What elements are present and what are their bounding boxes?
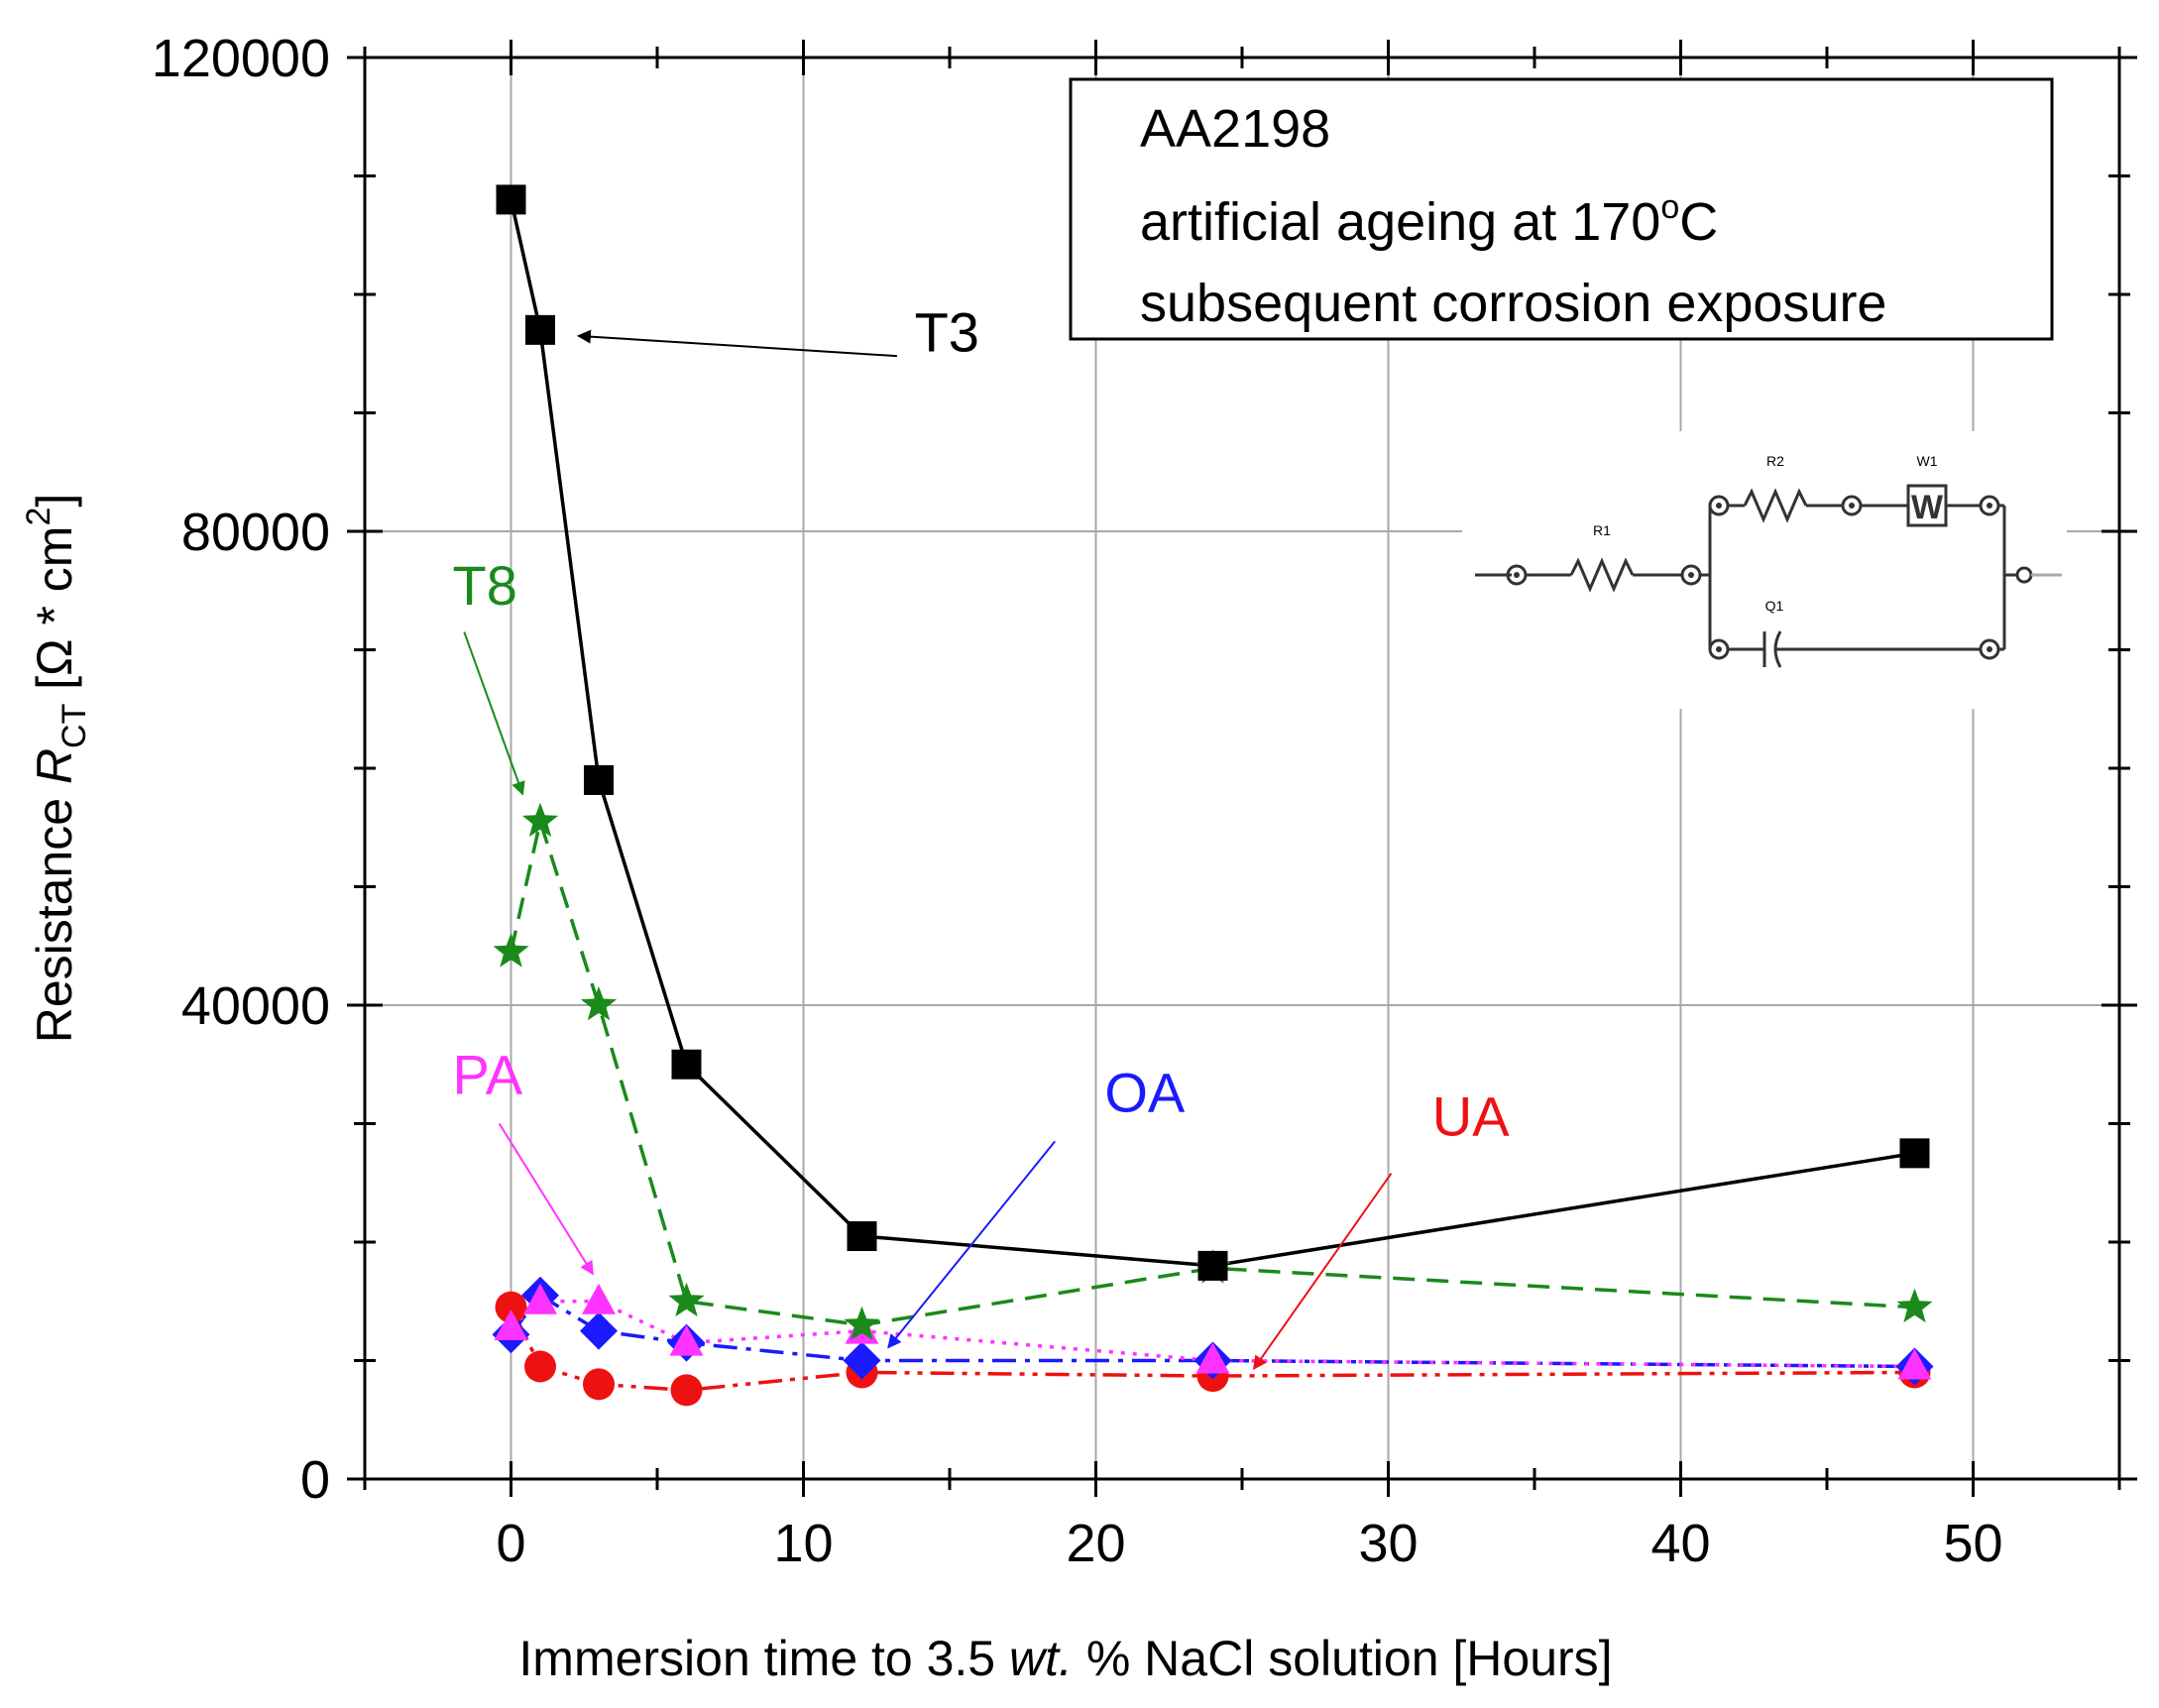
marker-oa (580, 1311, 618, 1350)
annotation-arrows (463, 329, 1393, 1371)
x-tick-label: 0 (496, 1514, 525, 1573)
resistor-r2-icon (1743, 488, 1808, 523)
annotation-label-oa: OA (1104, 1062, 1186, 1124)
circuit-node-dot (1716, 503, 1722, 509)
marker-t8 (668, 1282, 705, 1317)
equivalent-circuit-inset: R1 R2 W1 Q1 W (1462, 431, 2067, 709)
marker-pa (1195, 1342, 1230, 1374)
annotation-label-pa: PA (453, 1044, 523, 1106)
annotation-arrow-oa (887, 1140, 1056, 1349)
circuit-node-dot (1987, 503, 1992, 509)
y-axis-title: Resistance RCT [Ω * cm2] (20, 494, 93, 1044)
annotation-label-t3: T3 (915, 300, 979, 363)
marker-t3 (1197, 1250, 1228, 1281)
annotation-arrow-t3 (576, 329, 897, 358)
degree-symbol: o (1660, 188, 1679, 226)
x-tick-label: 40 (1650, 1514, 1710, 1573)
marker-t3 (525, 314, 555, 345)
series-lines (509, 199, 1915, 1393)
y-axis-title-close: ] (27, 494, 82, 508)
circuit-node-dot (1716, 646, 1722, 652)
x-axis-title-suffix: % NaCl solution [Hours] (1073, 1631, 1613, 1686)
y-tick-label: 40000 (181, 976, 330, 1036)
marker-pa (582, 1283, 616, 1314)
y-axis-title-superscript: 2 (20, 508, 57, 526)
marker-t8 (844, 1306, 880, 1340)
circuit-label-w1: W1 (1917, 453, 1938, 469)
marker-pa (1897, 1348, 1932, 1380)
marker-ua (670, 1374, 703, 1407)
annotation-arrow-t8 (463, 631, 525, 796)
axis-tick-labels: 0 10 20 30 40 50 0 40000 80000 120000 (152, 29, 2003, 1573)
annotation-labels: T3 T8 PA OA UA (453, 300, 1511, 1147)
x-axis-title-italic: wt. (1009, 1631, 1073, 1686)
info-box-frame (1069, 77, 2054, 341)
marker-ua (524, 1350, 556, 1383)
y-tick-label: 80000 (181, 503, 330, 562)
marker-t8 (580, 986, 618, 1021)
marker-ua (583, 1368, 615, 1401)
resistor-r1-icon (1569, 557, 1635, 593)
marker-t3 (847, 1221, 877, 1252)
y-axis-title-unit: [Ω * cm (27, 526, 82, 704)
circuit-label-r1: R1 (1593, 522, 1611, 538)
marker-pa (523, 1283, 557, 1314)
x-tick-label: 20 (1066, 1514, 1125, 1573)
marker-t3 (496, 184, 526, 215)
annotation-label-ua: UA (1432, 1084, 1510, 1147)
info-box-line-1: AA2198 (1140, 99, 1330, 159)
circuit-label-r2: R2 (1766, 453, 1784, 469)
x-tick-label: 50 (1943, 1514, 2002, 1573)
y-tick-label: 120000 (152, 29, 330, 88)
marker-pa (669, 1324, 704, 1356)
axis-ticks (347, 40, 2137, 1497)
circuit-label-q1: Q1 (1765, 598, 1784, 614)
annotation-arrow-pa (498, 1122, 594, 1276)
circuit-node-dot (1688, 572, 1694, 578)
y-axis-title-prefix: Resistance (27, 784, 82, 1043)
x-tick-label: 10 (773, 1514, 833, 1573)
warburg-symbol: W (1911, 489, 1944, 526)
marker-t8 (493, 933, 529, 968)
info-box-line-2-text: artificial ageing at 170 (1140, 192, 1660, 252)
marker-t3 (1899, 1138, 1930, 1169)
circuit-node-dot (1514, 572, 1520, 578)
marker-t8 (521, 802, 559, 838)
circuit-node-dot (1987, 646, 1992, 652)
info-box-line-2: artificial ageing at 170oC (1140, 188, 1718, 252)
marker-t8 (1896, 1288, 1933, 1323)
info-box-line-3: subsequent corrosion exposure (1140, 274, 1886, 333)
marker-t3 (584, 764, 614, 795)
y-tick-label: 0 (300, 1450, 330, 1510)
info-box-line-2-unit: C (1679, 192, 1718, 252)
data-markers (492, 184, 1934, 1407)
marker-pa (494, 1309, 528, 1341)
x-tick-label: 30 (1358, 1514, 1418, 1573)
y-axis-title-subscript: CT (56, 704, 93, 748)
info-legend-box: AA2198 artificial ageing at 170oC subseq… (1069, 77, 2054, 341)
series-line-t3 (509, 199, 1915, 1268)
circuit-node-dot (1849, 503, 1855, 509)
x-axis-title: Immersion time to 3.5 wt. % NaCl solutio… (518, 1631, 1612, 1686)
y-axis-title-symbol: R (27, 748, 82, 784)
annotation-arrow-ua (1252, 1173, 1393, 1371)
marker-ua (495, 1291, 527, 1323)
x-axis-title-prefix: Immersion time to 3.5 (518, 1631, 1009, 1686)
marker-oa (843, 1341, 881, 1380)
marker-t3 (671, 1049, 702, 1080)
annotation-label-t8: T8 (453, 554, 517, 617)
